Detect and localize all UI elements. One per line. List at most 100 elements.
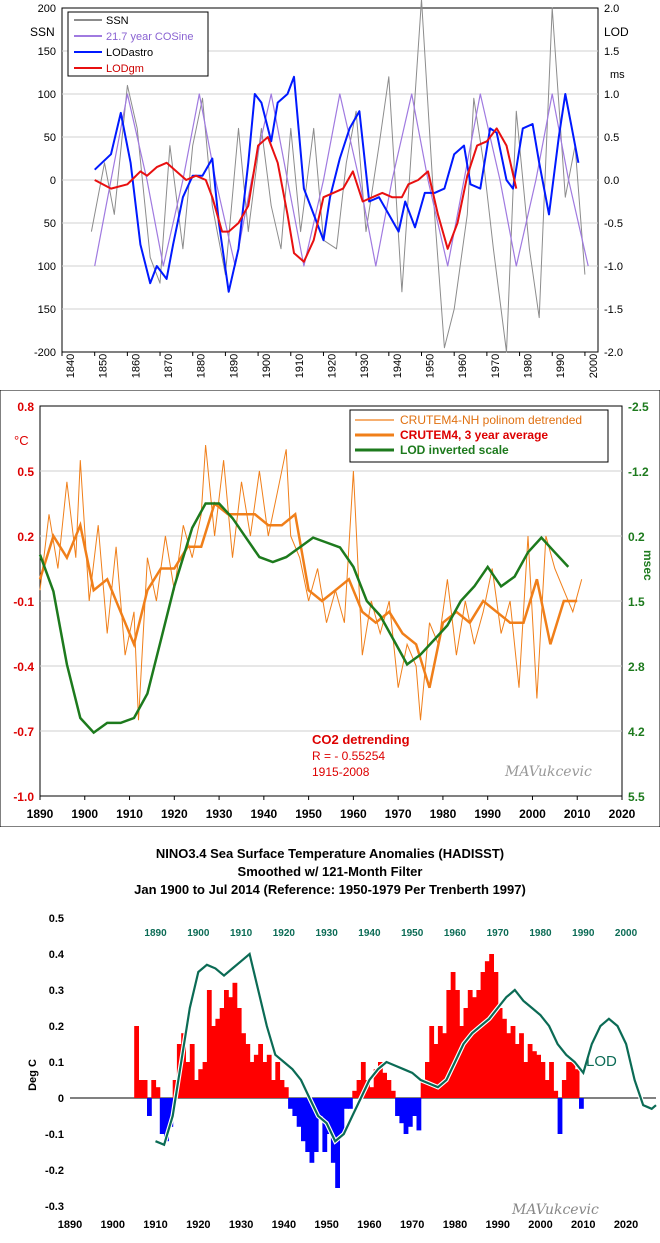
top-tick-label: 1940 [358,928,381,939]
left-axis-label: SSN [30,25,55,39]
anomaly-bar-positive [138,1080,144,1098]
right-tick-label: 0.5 [604,132,619,144]
anomaly-bar-positive [549,1062,554,1098]
x-tick-label: 1940 [272,1219,296,1231]
x-tick-label: 1880 [196,354,208,378]
anomaly-bar-negative [168,1098,174,1127]
anomaly-bar-negative [399,1098,405,1124]
x-tick-label: 2010 [571,1219,595,1231]
chart-title-line1: NINO3.4 Sea Surface Temperature Anomalie… [156,846,504,861]
anomaly-bar-positive [228,997,234,1098]
y-tick-label: 0.2 [49,1021,64,1033]
anomaly-bar-positive [271,1080,276,1098]
anomaly-bar-negative [292,1098,298,1116]
anomaly-bar-positive [446,990,452,1098]
x-tick-label: 1900 [101,1219,125,1231]
left-tick-label: -0.7 [13,725,34,739]
x-tick-label: 1970 [385,807,412,821]
top-tick-label: 1900 [187,928,210,939]
top-tick-label: 1970 [487,928,510,939]
x-tick-label: 1890 [228,354,240,378]
x-tick-label: 1860 [130,354,142,378]
left-tick-label: -1.0 [13,790,34,804]
right-axis-unit: ms [610,69,625,81]
x-tick-label: 1940 [392,354,404,378]
crutem-lod-chart-svg: 0.8 -2.5 0.5 -1.2 0.2 0.2 -0.1 1.5 -0.4 2.8 -0.7 4.… [0,390,660,827]
anomaly-bar-positive [527,1044,533,1098]
y-tick-label: -0.3 [45,1201,64,1213]
x-tick-label: 1850 [98,354,110,378]
anomaly-bar-positive [510,1026,516,1098]
anomaly-bar-negative [318,1098,323,1116]
nino34-lod-chart-svg: NINO3.4 Sea Surface Temperature Anomalie… [27,846,658,1231]
x-tick-label: 1980 [523,354,535,378]
left-tick-label: 50 [44,132,56,144]
anomaly-bar-positive [151,1080,157,1098]
anomaly-bar-positive [185,1062,191,1098]
x-tick-label: 1920 [161,807,188,821]
legend: SSN 21.7 year COSine LODastro LODgm [67,11,209,77]
x-tick-label: 1930 [229,1219,253,1231]
x-tick-label: 2000 [528,1219,552,1231]
x-tick-label: 1930 [206,807,233,821]
anomaly-bar-positive [502,1018,507,1098]
nino34-lod-chart: NINO3.4 Sea Surface Temperature Anomalie… [0,830,660,1243]
chart-title-line2: Smoothed w/ 121-Month Filter [238,864,423,879]
top-tick-label: 2000 [615,928,638,939]
right-tick-label: 1.0 [604,89,619,101]
y-tick-label: 0.3 [49,985,64,997]
anomaly-bar-positive [378,1062,383,1098]
left-tick-label: 0 [50,175,56,187]
left-tick-label: -0.4 [13,660,34,674]
anomaly-bar-positive [241,1033,246,1098]
right-axis-label: LOD [604,25,629,39]
series-crutem4-avg [38,501,578,689]
x-tick-label: 1920 [326,354,338,378]
anomaly-bar-positive [356,1080,362,1098]
anomaly-bar-positive [463,1008,469,1098]
x-tick-label: 2020 [614,1219,638,1231]
top-tick-label: 1890 [144,928,167,939]
anomaly-bar-negative [296,1098,302,1127]
x-tick-label: 1910 [116,807,143,821]
series-lod-inverted [38,502,570,735]
anomaly-bar-negative [407,1098,413,1127]
x-tick-label: 1890 [27,807,54,821]
anomaly-bar-negative [159,1098,165,1134]
left-tick-label: 150 [38,46,56,58]
anomaly-bar-positive [420,1080,426,1098]
series-lodgm [94,127,518,263]
right-tick-label: -2.0 [604,347,623,359]
anomaly-bar-positive [189,1044,195,1098]
right-tick-label: 5.5 [628,790,645,804]
right-tick-label: 0.2 [628,530,645,544]
anomaly-bar-positive [480,972,486,1098]
solar-lod-chart-svg: 200 2.0 150 1.5 100 1.0 50 0.5 0 0.0 50 -0.5 100 -1.0… [30,0,629,378]
x-tick-label: 1950 [425,354,437,378]
right-tick-label: -1.0 [604,261,623,273]
series-ssn [90,0,586,353]
anomaly-bar-positive [484,961,490,1098]
right-tick-label: -1.2 [628,465,649,479]
x-tick-label: 1870 [163,354,175,378]
y-tick-label: 0.1 [49,1057,64,1069]
x-tick-label: 1890 [58,1219,82,1231]
anomaly-bar-negative [335,1098,340,1188]
anomaly-bar-positive [258,1044,263,1098]
anomaly-bar-positive [352,1090,358,1098]
x-tick-label: 1930 [359,354,371,378]
left-tick-label: -200 [34,347,56,359]
anomaly-bar-positive [360,1062,366,1098]
crutem-lod-chart: 0.8 -2.5 0.5 -1.2 0.2 0.2 -0.1 1.5 -0.4 2.8 -0.7 4.… [0,390,660,827]
x-tick-label: 2020 [609,807,636,821]
x-tick-label: 1900 [261,354,273,378]
anomaly-bar-negative [557,1098,563,1134]
legend-lodgm: LODgm [106,63,144,75]
anomaly-bar-negative [164,1098,169,1142]
solar-lod-chart: 200 2.0 150 1.5 100 1.0 50 0.5 0 0.0 50 -0.5 100 -1.0… [0,0,660,386]
anomaly-bar-positive [450,972,456,1098]
y-axis-label: Deg C [27,1059,39,1091]
anomaly-bar-positive [142,1080,148,1098]
x-tick-label: 1950 [314,1219,338,1231]
x-tick-label: 1940 [250,807,277,821]
